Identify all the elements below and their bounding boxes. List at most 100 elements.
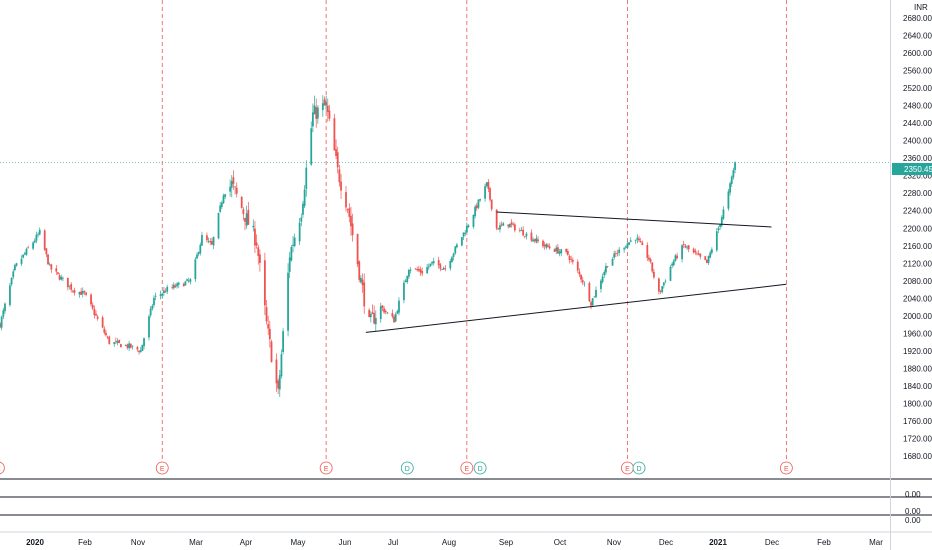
candle xyxy=(68,285,71,290)
candle xyxy=(591,298,594,307)
candle xyxy=(244,217,246,231)
svg-text:D: D xyxy=(405,466,410,473)
candle xyxy=(9,282,11,307)
candle xyxy=(70,282,73,293)
trendline-lower[interactable] xyxy=(365,283,787,333)
candle xyxy=(91,302,94,311)
candle xyxy=(182,282,185,287)
candle xyxy=(171,283,174,290)
candle xyxy=(220,200,223,210)
candle xyxy=(369,311,372,323)
candle xyxy=(722,206,725,220)
candle xyxy=(426,263,429,274)
candle xyxy=(659,289,662,295)
candle xyxy=(333,113,336,151)
candle xyxy=(720,215,723,228)
earnings-marker[interactable]: E xyxy=(779,461,793,475)
candle xyxy=(520,227,523,232)
candle xyxy=(62,276,64,282)
candle xyxy=(636,234,639,244)
candle xyxy=(101,315,104,329)
candle xyxy=(45,248,48,258)
candle xyxy=(444,265,447,272)
candle xyxy=(0,322,1,329)
candle xyxy=(196,252,198,259)
candle xyxy=(113,341,116,347)
candle xyxy=(623,246,626,253)
price-tick-label: 2680.00 xyxy=(903,14,932,23)
candle xyxy=(432,257,435,266)
price-tick-label: 2360.00 xyxy=(903,154,932,163)
price-tick-label: 2440.00 xyxy=(903,119,932,128)
time-tick-label: Dec xyxy=(659,538,673,547)
candle xyxy=(530,229,533,243)
trendline-upper[interactable] xyxy=(496,211,772,228)
earnings-marker[interactable]: E xyxy=(621,461,634,475)
candle xyxy=(479,198,481,202)
price-tick-label: 2000.00 xyxy=(903,312,932,321)
candle xyxy=(321,95,324,117)
candle xyxy=(199,242,202,256)
earnings-marker[interactable]: E xyxy=(155,461,169,475)
time-tick-label: Nov xyxy=(607,538,621,547)
candle xyxy=(351,213,354,242)
candle xyxy=(118,339,121,344)
candle xyxy=(345,186,347,212)
candle xyxy=(495,209,498,231)
candle xyxy=(139,346,142,353)
candle xyxy=(523,236,526,239)
candle xyxy=(267,315,270,336)
candle xyxy=(605,262,607,276)
candle xyxy=(456,242,458,249)
candle xyxy=(302,200,304,218)
candle xyxy=(0,315,3,331)
candle xyxy=(303,185,306,209)
candle xyxy=(548,243,551,250)
candle xyxy=(328,104,331,121)
candle xyxy=(499,222,501,233)
candle xyxy=(409,267,412,274)
candle xyxy=(85,291,87,297)
candle xyxy=(581,276,584,286)
candle xyxy=(568,254,571,264)
candle xyxy=(124,344,127,347)
dividend-marker[interactable]: D xyxy=(632,461,646,475)
candle xyxy=(403,280,405,304)
dividend-marker[interactable]: D xyxy=(473,461,487,475)
candle xyxy=(533,238,536,244)
candle xyxy=(371,304,374,315)
candle xyxy=(404,278,407,283)
candle xyxy=(90,293,92,307)
candle xyxy=(265,300,268,325)
price-axis[interactable]: 2680.00 2640.00 2600.00 2560.00 2520.00 2480.… xyxy=(903,14,932,461)
candle xyxy=(278,369,281,397)
candle xyxy=(73,287,76,296)
candle xyxy=(398,297,400,316)
candle xyxy=(172,282,175,290)
candle xyxy=(149,306,152,318)
svg-text:D: D xyxy=(478,466,483,473)
time-axis[interactable]: Nov Dec 2020 Feb Mar Apr May Jun Jul Aug Sep Oct Nov… xyxy=(26,538,883,547)
dividend-marker[interactable]: D xyxy=(400,461,414,475)
candle xyxy=(211,237,213,246)
time-tick-label: Oct xyxy=(554,538,567,547)
price-tick-label: 2320.00 xyxy=(903,172,932,181)
price-tick-label: 2640.00 xyxy=(903,32,932,41)
earnings-marker[interactable]: E xyxy=(319,461,333,475)
candle xyxy=(373,305,376,325)
time-tick-label: Mar xyxy=(869,538,883,547)
candle xyxy=(553,248,556,253)
price-tick-label: 2280.00 xyxy=(903,189,932,198)
candle xyxy=(305,160,308,197)
price-tick-label: 2120.00 xyxy=(903,259,932,268)
candle xyxy=(336,146,339,174)
svg-text:D: D xyxy=(636,466,641,473)
candle xyxy=(95,310,97,317)
candle xyxy=(259,249,261,272)
candle xyxy=(460,237,463,247)
candle xyxy=(535,234,538,244)
candle xyxy=(449,258,452,271)
earnings-marker[interactable]: E xyxy=(460,461,474,475)
earnings-marker[interactable]: E xyxy=(0,461,5,475)
